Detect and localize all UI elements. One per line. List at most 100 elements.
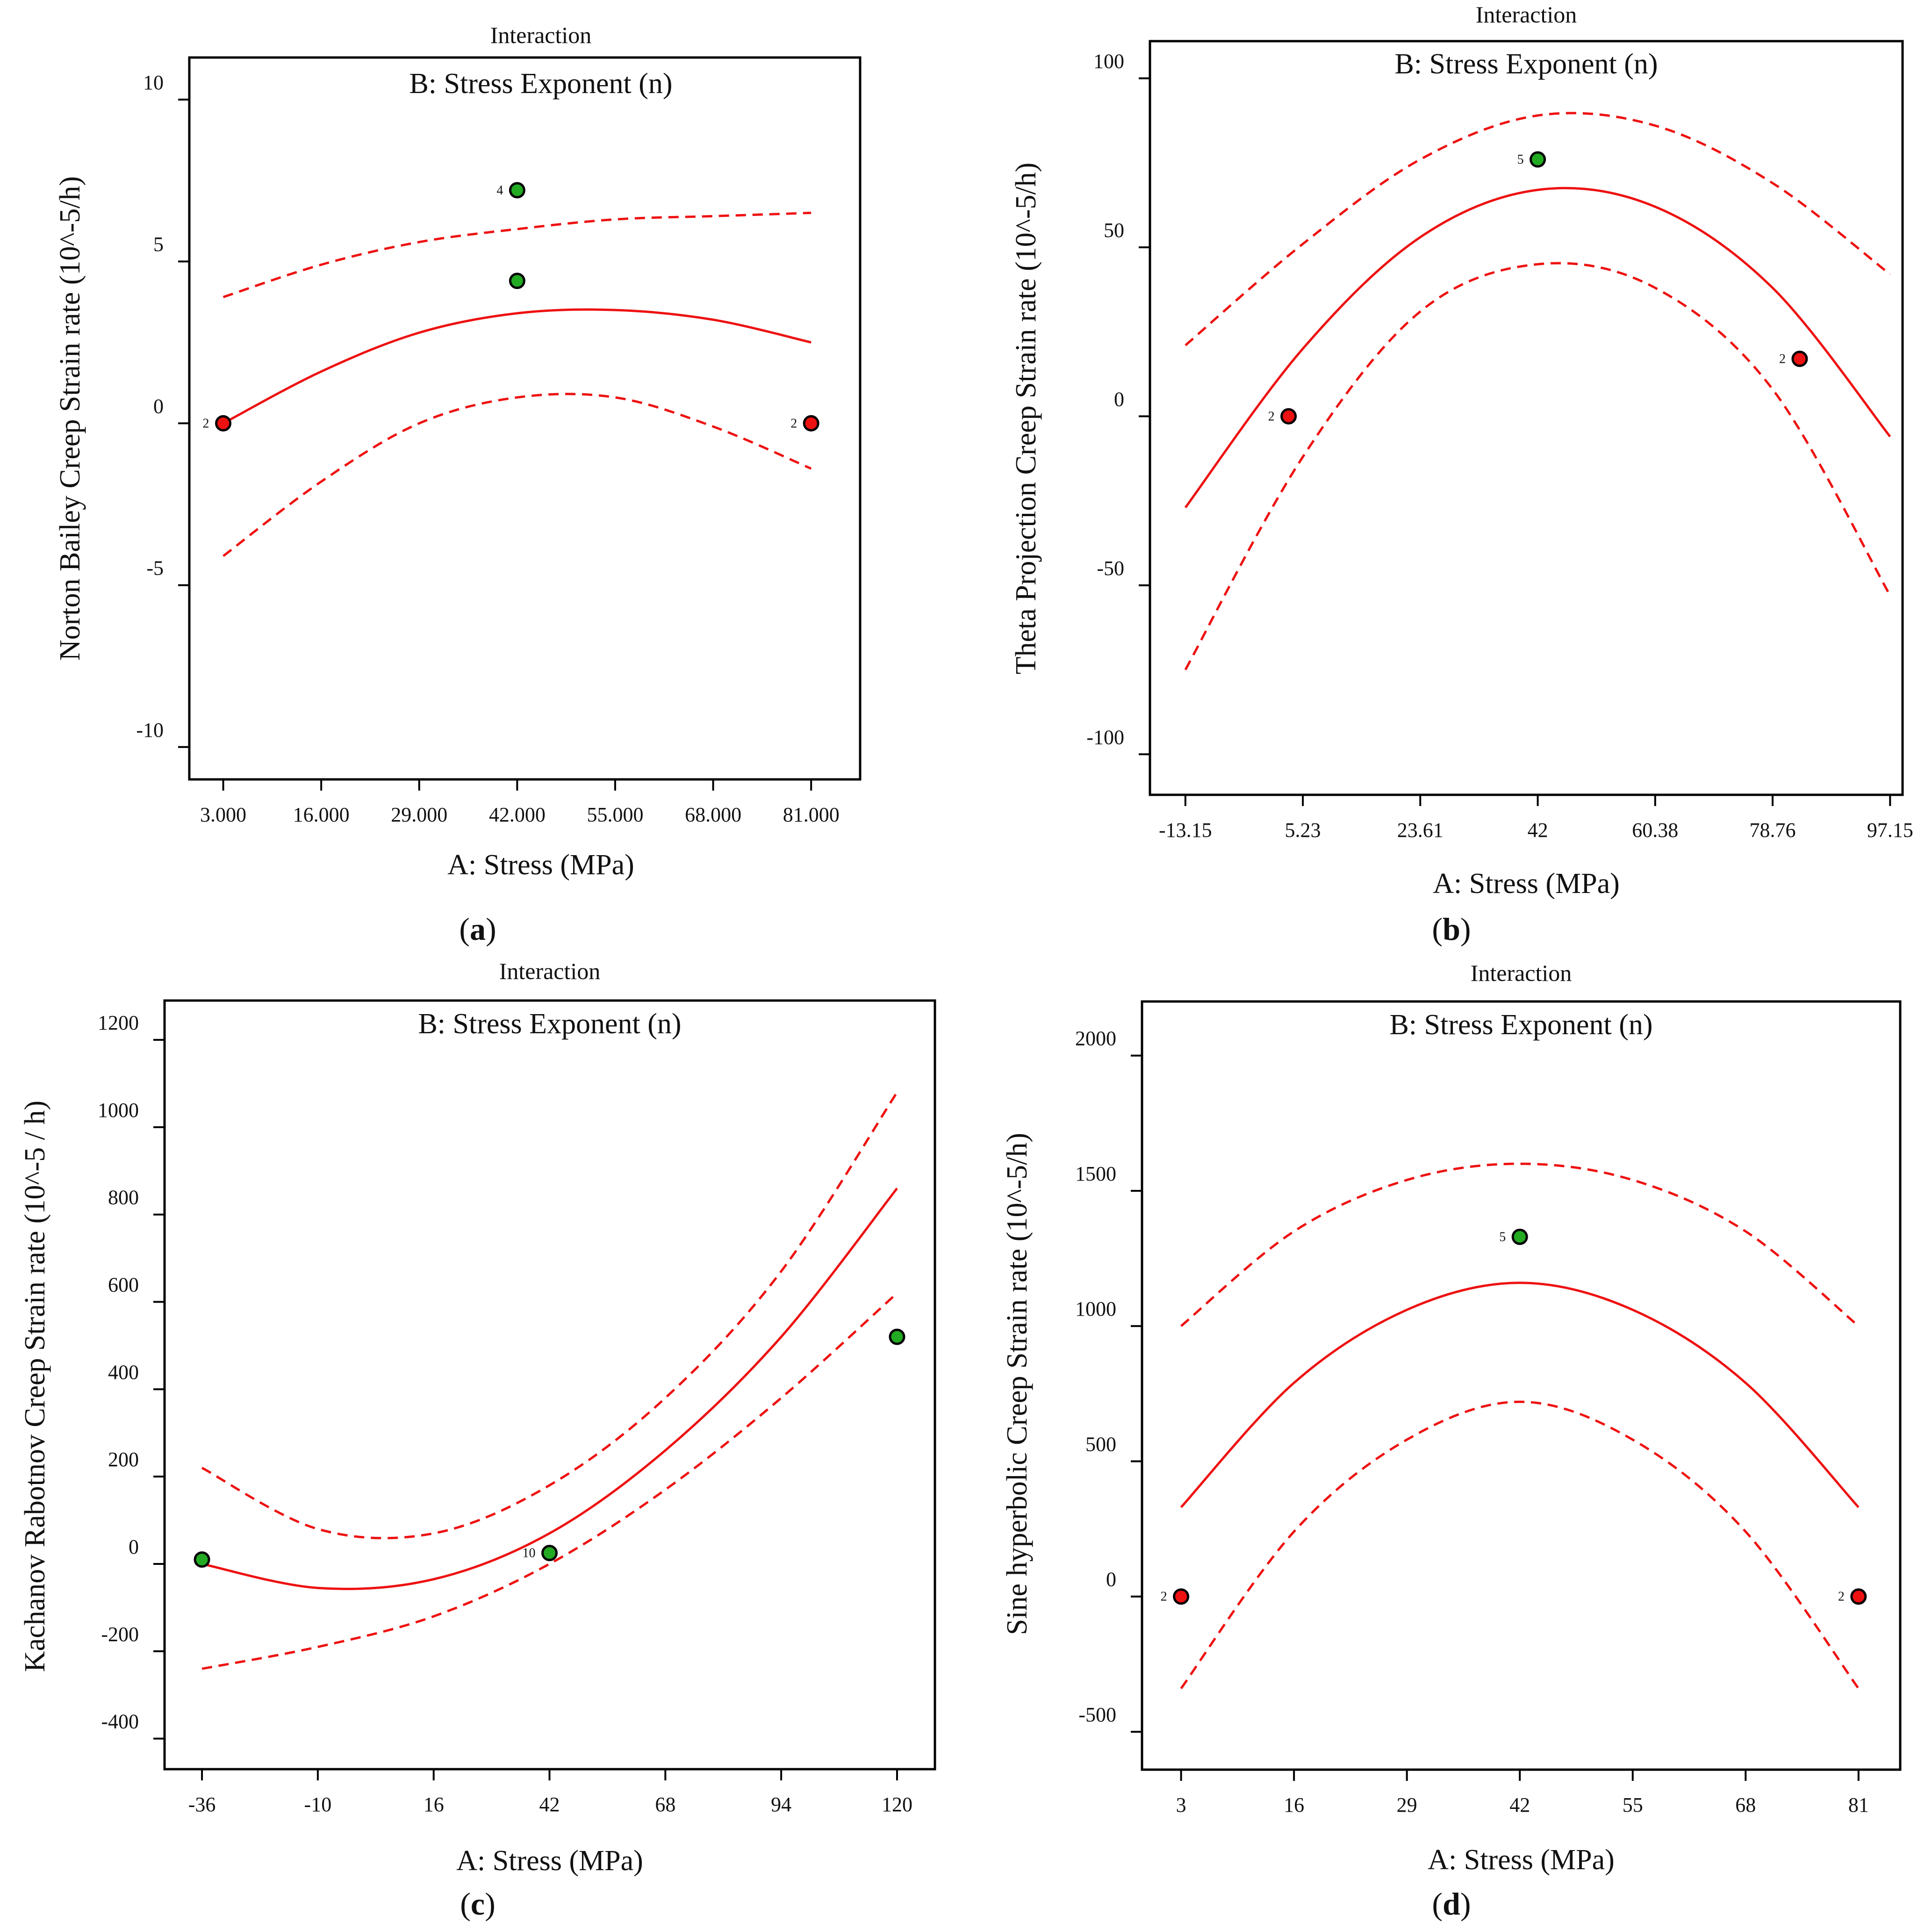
- caption-close-paren: ): [1460, 911, 1471, 947]
- y-tick-label: -400: [101, 1710, 139, 1733]
- x-tick-label: 5.23: [1285, 819, 1321, 842]
- x-tick-label: 68: [1735, 1793, 1756, 1816]
- x-tick-label: 81.000: [783, 803, 840, 826]
- y-tick-label: 2000: [1075, 1027, 1116, 1050]
- design-point: [194, 1551, 210, 1568]
- caption-letter: a: [470, 911, 486, 947]
- chart-title: Interaction: [1471, 960, 1572, 986]
- design-point: [1530, 151, 1546, 168]
- y-tick-label: 0: [129, 1535, 139, 1558]
- panel-caption: (c): [460, 1886, 496, 1922]
- confidence-band-curve: [223, 211, 812, 298]
- prediction-curve: [223, 308, 812, 425]
- chart-subtitle: B: Stress Exponent (n): [1389, 1009, 1652, 1041]
- y-tick-label: 1200: [98, 1011, 139, 1034]
- confidence-band-curve: [1185, 112, 1891, 346]
- design-point: [1791, 350, 1808, 367]
- chart-panel-a: Interaction B: Stress Exponent (n) 3.000 16…: [54, 22, 862, 947]
- y-tick-label: -10: [136, 719, 164, 742]
- y-tick-label: 0: [153, 395, 164, 418]
- y-tick-label: 400: [108, 1361, 139, 1383]
- y-tick-label: -200: [101, 1623, 139, 1646]
- x-tick-label: 42: [1509, 1793, 1530, 1816]
- panel-caption: (a): [459, 911, 496, 947]
- y-tick-label: 600: [108, 1274, 139, 1296]
- x-tick-label: 94: [771, 1793, 791, 1816]
- x-axis-label: A: Stress (MPa): [456, 1845, 643, 1877]
- y-tick-label: 500: [1085, 1433, 1116, 1455]
- confidence-band-curve: [1184, 262, 1891, 670]
- y-tick-label: 100: [1093, 50, 1124, 73]
- x-axis-label: A: Stress (MPa): [1433, 868, 1620, 900]
- chart-subtitle: B: Stress Exponent (n): [1394, 48, 1658, 80]
- panel-caption: (b): [1432, 911, 1471, 947]
- x-tick-label: 42.000: [489, 803, 546, 826]
- x-tick-label: 42: [539, 1793, 560, 1816]
- y-tick-label: -500: [1078, 1703, 1116, 1726]
- chart-subtitle: B: Stress Exponent (n): [409, 68, 672, 100]
- x-tick-label: 29.000: [391, 803, 447, 826]
- design-point: [1511, 1228, 1528, 1245]
- design-point-count-label: 4: [496, 183, 503, 198]
- design-point: [1173, 1588, 1190, 1605]
- y-axis-label: Sine hyperbolic Creep Strain rate (10^-5…: [1001, 1133, 1033, 1635]
- x-tick-label: -13.15: [1159, 819, 1212, 842]
- plot-frame: [1149, 40, 1904, 796]
- y-tick-label: -5: [146, 557, 164, 580]
- caption-open-paren: (: [460, 1886, 471, 1922]
- design-point-count-label: 5: [1499, 1230, 1506, 1244]
- prediction-curve: [1184, 187, 1891, 509]
- chart-panel-c: Interaction B: Stress Exponent (n) -36 -10 1…: [19, 958, 936, 1922]
- x-tick-label: 120: [882, 1793, 912, 1816]
- x-tick-label: 97.15: [1867, 819, 1913, 842]
- design-point: [1850, 1588, 1867, 1605]
- chart-panel-b: Interaction B: Stress Exponent (n) -13.15 5…: [1010, 1, 1913, 947]
- x-tick-label: 42: [1528, 819, 1548, 842]
- x-tick-label: 16.000: [293, 803, 350, 826]
- caption-open-paren: (: [1432, 1886, 1443, 1922]
- design-point-count-label: 5: [1517, 152, 1524, 167]
- caption-letter: c: [471, 1886, 485, 1922]
- x-tick-label: -36: [188, 1793, 216, 1816]
- x-axis-label: A: Stress (MPa): [1428, 1844, 1615, 1876]
- y-tick-label: 1500: [1075, 1162, 1116, 1185]
- design-point-count-label: 2: [1161, 1590, 1167, 1604]
- x-tick-label: 68: [655, 1793, 675, 1816]
- x-axis-label: A: Stress (MPa): [447, 849, 634, 881]
- design-point: [215, 415, 232, 432]
- design-point: [509, 273, 525, 289]
- design-point-count-label: 2: [1838, 1590, 1845, 1604]
- y-tick-label: -100: [1086, 726, 1124, 749]
- y-tick-label: -50: [1097, 557, 1124, 580]
- chart-subtitle: B: Stress Exponent (n): [418, 1008, 681, 1040]
- confidence-band-curve: [1180, 1400, 1860, 1689]
- y-tick-label: 10: [143, 71, 164, 94]
- y-tick-label: 200: [108, 1448, 139, 1471]
- design-point: [889, 1328, 905, 1345]
- design-point-count-label: 2: [1268, 409, 1275, 424]
- prediction-curve: [1180, 1282, 1860, 1508]
- chart-panel-d: Interaction B: Stress Exponent (n) 3 16 29 42…: [1001, 960, 1902, 1922]
- caption-open-paren: (: [1432, 911, 1443, 947]
- plot-frame: [163, 999, 936, 1771]
- x-tick-label: 16: [1284, 1793, 1304, 1816]
- caption-open-paren: (: [459, 911, 470, 947]
- caption-close-paren: ): [485, 1886, 496, 1922]
- y-tick-label: 5: [153, 233, 164, 256]
- design-point-count-label: 2: [790, 416, 797, 431]
- y-tick-label: 1000: [1075, 1297, 1116, 1320]
- x-tick-label: -10: [304, 1793, 332, 1816]
- plot-frame: [1141, 1000, 1902, 1771]
- caption-letter: d: [1443, 1886, 1460, 1922]
- confidence-band-curve: [223, 393, 812, 557]
- design-point: [509, 182, 525, 199]
- y-axis-label: Kachanov Rabotnov Creep Strain rate (10^…: [19, 1101, 51, 1672]
- design-point: [1280, 408, 1297, 425]
- x-tick-label: 3: [1176, 1793, 1186, 1816]
- x-tick-label: 60.38: [1632, 819, 1678, 842]
- plot-frame: [188, 56, 862, 781]
- caption-close-paren: ): [1460, 1886, 1471, 1922]
- y-tick-label: 50: [1104, 219, 1124, 242]
- y-axis-label: Norton Bailey Creep Strain rate (10^-5/h…: [54, 176, 86, 661]
